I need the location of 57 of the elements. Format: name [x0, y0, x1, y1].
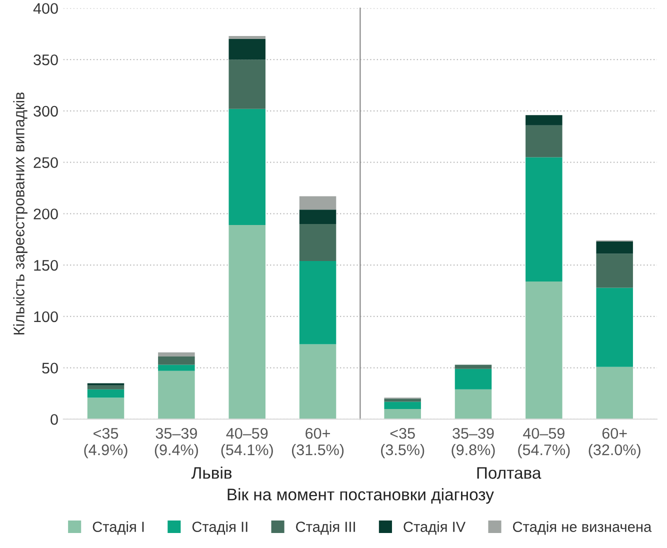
x-tick-label: 60+ (31.5%): [292, 428, 344, 458]
bar: [158, 364, 195, 371]
bar: [228, 36, 266, 40]
bar: [228, 60, 266, 109]
bar: [384, 398, 421, 402]
legend-label: Стадія не визначена: [512, 521, 652, 535]
x-tick-label: 40–59 (54.1%): [221, 428, 273, 458]
y-tick-label: 100: [34, 311, 58, 322]
bar: [526, 282, 562, 420]
bar: [526, 115, 562, 126]
bar: [596, 254, 633, 288]
x-tick-label: <35 (3.5%): [381, 428, 424, 458]
x-tick-label: <35 (4.9%): [84, 428, 128, 458]
bar: [299, 210, 336, 224]
x-tick-label: 35–39 (9.8%): [452, 428, 495, 458]
legend-label: Стадія IV: [404, 521, 466, 535]
y-tick-label: 350: [34, 54, 58, 66]
bar: [384, 408, 421, 420]
bar: [299, 344, 336, 420]
y-tick-label: 200: [34, 208, 58, 220]
bar: [158, 352, 195, 357]
y-tick-label: 150: [34, 260, 58, 271]
bar: [299, 260, 336, 344]
bar: [87, 398, 124, 420]
bar: [228, 39, 266, 60]
bar: [526, 125, 562, 158]
y-tick-label: 300: [34, 106, 58, 117]
legend-label: Стадія I: [92, 521, 144, 535]
bar: [87, 385, 124, 390]
bar: [596, 288, 633, 367]
bar: [596, 241, 633, 254]
y-tick-label: 50: [42, 362, 58, 374]
y-tick-label: 0: [50, 414, 58, 425]
bar: [87, 389, 124, 398]
bar: [299, 196, 336, 210]
bar: [384, 402, 421, 409]
bar: [299, 224, 336, 261]
y-tick-label: 400: [33, 3, 58, 14]
legend-label: Стадія III: [296, 521, 355, 535]
x-tick-label: 40–59 (54.7%): [518, 428, 570, 458]
bar: [454, 368, 492, 390]
bar: [228, 108, 266, 226]
bar: [158, 370, 195, 420]
bar: [158, 356, 195, 365]
bar: [454, 389, 492, 420]
legend-label: Стадія II: [192, 521, 248, 535]
y-tick-label: 250: [34, 157, 58, 168]
x-tick-label: 60+ (32.0%): [588, 428, 640, 458]
text: Вік на момент постановки діагнозу: [228, 488, 494, 504]
x-tick-label: 35–39 (9.4%): [154, 428, 198, 458]
x-axis-title: Львів: [191, 466, 232, 479]
bar: [228, 225, 266, 420]
y-axis-title: Кількість зареєстрованих випадків: [13, 92, 28, 334]
bar: [526, 157, 562, 282]
bar: [596, 366, 633, 420]
x-axis-title: Полтава: [477, 467, 542, 479]
bar: [454, 364, 492, 369]
